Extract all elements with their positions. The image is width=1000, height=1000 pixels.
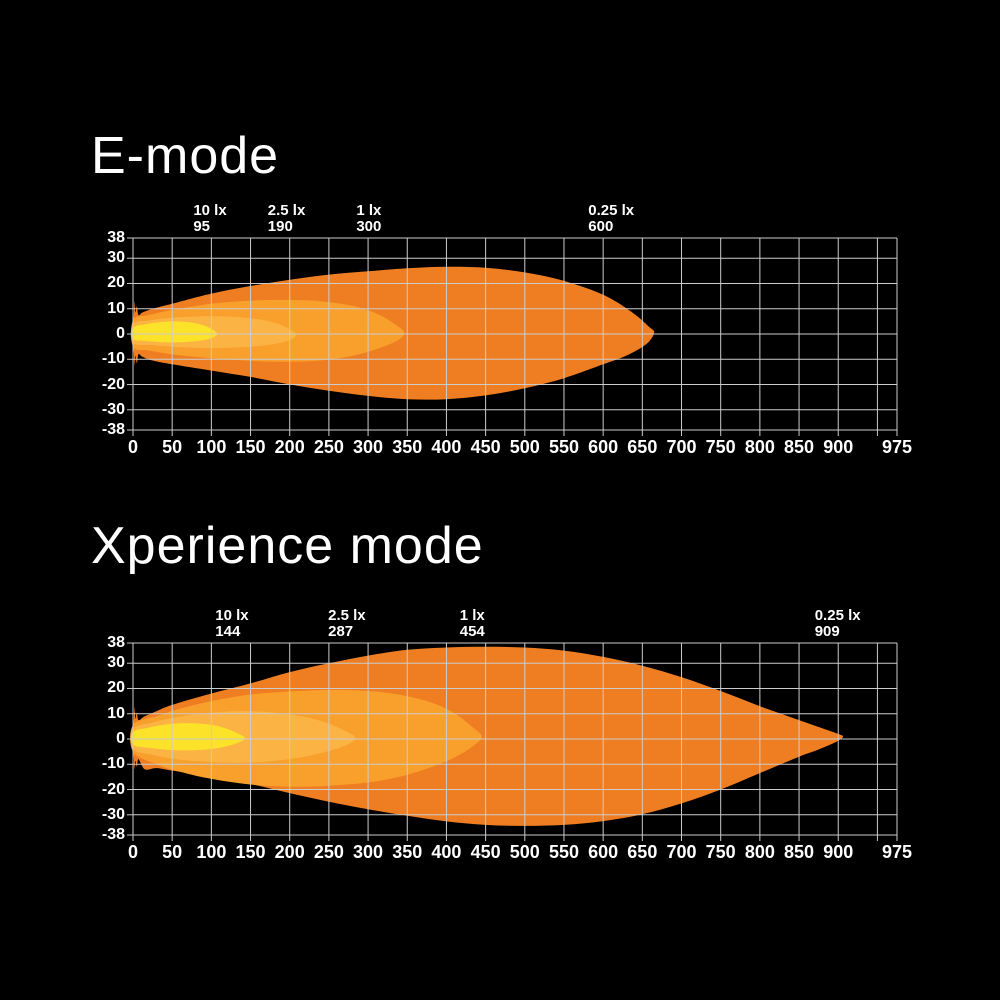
x-tick-label: 250 — [313, 437, 344, 457]
y-tick-label: 0 — [116, 730, 125, 747]
y-tick-label: 10 — [107, 704, 125, 722]
x-tick-label: 400 — [431, 842, 462, 862]
y-tick-label: 30 — [107, 654, 125, 672]
isolux-annotation: 10 lx 144 — [215, 608, 248, 640]
isolux-annotation: 1 lx 454 — [460, 608, 485, 640]
y-tick-label: 20 — [107, 679, 125, 697]
isolux-level-label: 2.5 lx — [267, 202, 306, 219]
x-tick-label: 800 — [744, 437, 775, 457]
x-tick-label: 500 — [509, 437, 540, 457]
x-tick-label: 975 — [881, 842, 913, 862]
x-tick-label: 150 — [235, 842, 266, 862]
isolux-level-label: 10 lx — [215, 607, 249, 624]
x-tick-label: 100 — [196, 842, 227, 862]
x-tick-label: 0 — [127, 842, 138, 862]
isolux-contour-10lx — [131, 723, 246, 751]
isolux-distance-label: 287 — [328, 623, 354, 640]
y-tick-label: -20 — [101, 780, 125, 798]
isolux-annotation: 2.5 lx 287 — [328, 608, 366, 640]
x-tick-label: 200 — [274, 437, 305, 457]
isolux-distance-label: 909 — [814, 623, 840, 640]
x-tick-label: 400 — [431, 437, 462, 457]
x-tick-label: 0 — [127, 437, 138, 457]
x-tick-label: 900 — [823, 842, 854, 862]
y-tick-label: 30 — [107, 249, 125, 267]
x-tick-label: 650 — [627, 842, 658, 862]
y-tick-label: -30 — [101, 400, 125, 418]
x-tick-label: 550 — [548, 437, 579, 457]
y-tick-label: -20 — [101, 375, 125, 393]
y-tick-label: 20 — [107, 274, 125, 292]
y-tick-label: 0 — [116, 325, 125, 342]
x-tick-label: 300 — [353, 437, 384, 457]
x-tick-label: 850 — [784, 842, 815, 862]
x-tick-label: 50 — [162, 437, 183, 457]
x-tick-label: 650 — [627, 437, 658, 457]
x-tick-label: 50 — [162, 842, 183, 862]
isolux-distance-label: 95 — [193, 218, 211, 235]
x-tick-label: 300 — [353, 842, 384, 862]
x-tick-label: 975 — [881, 437, 913, 457]
isolux-annotation: 0.25 lx 600 — [588, 203, 634, 235]
x-tick-label: 750 — [705, 437, 736, 457]
isolux-distance-label: 300 — [356, 218, 382, 235]
y-tick-label: 38 — [107, 634, 125, 651]
isolux-annotation: 1 lx 300 — [356, 203, 381, 235]
x-tick-label: 450 — [470, 842, 501, 862]
y-tick-label: 38 — [107, 229, 125, 246]
isolux-level-label: 1 lx — [356, 202, 382, 219]
x-tick-label: 800 — [744, 842, 775, 862]
x-tick-label: 750 — [705, 842, 736, 862]
x-tick-label: 550 — [548, 842, 579, 862]
isolux-level-label: 10 lx — [193, 202, 227, 219]
isolux-distance-label: 190 — [267, 218, 293, 235]
x-tick-label: 350 — [392, 437, 423, 457]
isolux-annotation: 2.5 lx 190 — [268, 203, 306, 235]
x-tick-label: 850 — [784, 437, 815, 457]
x-tick-label: 200 — [274, 842, 305, 862]
x-tick-label: 500 — [509, 842, 540, 862]
y-tick-label: -10 — [101, 350, 125, 368]
x-tick-label: 600 — [588, 437, 619, 457]
isolux-annotation: 10 lx 95 — [193, 203, 226, 235]
y-tick-label: -38 — [101, 421, 125, 438]
y-tick-label: -38 — [101, 826, 125, 843]
beam-plot-svg — [127, 237, 898, 436]
isolux-level-label: 0.25 lx — [588, 202, 635, 219]
isolux-contour-10lx — [131, 321, 218, 343]
isolux-distance-label: 600 — [588, 218, 614, 235]
x-tick-label: 100 — [196, 437, 227, 457]
x-tick-label: 250 — [313, 842, 344, 862]
isolux-distance-label: 144 — [215, 623, 241, 640]
isolux-annotation: 0.25 lx 909 — [815, 608, 861, 640]
isolux-level-label: 1 lx — [459, 607, 485, 624]
y-tick-label: 10 — [107, 299, 125, 317]
isolux-level-label: 0.25 lx — [814, 607, 861, 624]
x-tick-label: 900 — [823, 437, 854, 457]
isolux-distance-label: 454 — [459, 623, 485, 640]
x-tick-label: 350 — [392, 842, 423, 862]
x-tick-label: 700 — [666, 842, 697, 862]
x-tick-label: 700 — [666, 437, 697, 457]
chart-title-e-mode: E-mode — [91, 127, 280, 185]
beam-chart-e-mode: 0 50 100 150 200 250 300 350 400 450 500 550 600 650 7… — [102, 203, 912, 458]
y-tick-label: -10 — [101, 755, 125, 773]
beam-chart-xperience-mode: 0 50 100 150 200 250 300 350 400 450 500 550 600 650 7… — [102, 608, 912, 863]
chart-title-xperience-mode: Xperience mode — [91, 517, 484, 575]
isolux-level-label: 2.5 lx — [328, 607, 366, 624]
x-tick-label: 450 — [470, 437, 501, 457]
beam-plot-svg — [127, 642, 898, 841]
x-tick-label: 150 — [235, 437, 266, 457]
y-tick-label: -30 — [101, 805, 125, 823]
x-tick-label: 600 — [588, 842, 619, 862]
